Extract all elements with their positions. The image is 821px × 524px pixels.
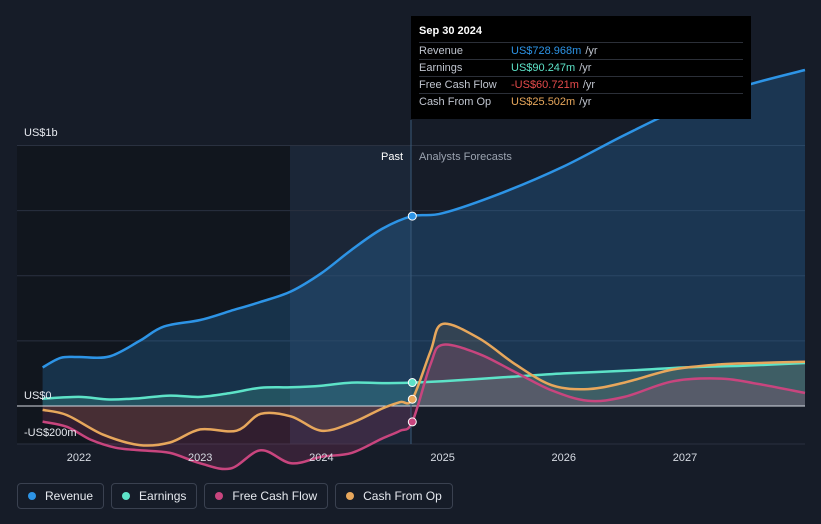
tooltip-date: Sep 30 2024: [419, 25, 482, 37]
y-axis-bottom-label: -US$200m: [24, 427, 77, 439]
tooltip-unit: /yr: [579, 62, 592, 74]
marker-earnings[interactable]: [407, 378, 417, 388]
legend: Revenue Earnings Free Cash Flow Cash Fro…: [17, 483, 453, 509]
series-line-revenue[interactable]: [41, 68, 806, 369]
past-highlight-band: [290, 145, 411, 444]
legend-dot-icon: [122, 492, 131, 500]
tooltip-value: US$728.968m: [511, 45, 582, 57]
past-label[interactable]: Past: [381, 151, 403, 163]
x-axis-ticks: 2022 2023 2024 2025 2026 2027: [67, 452, 697, 464]
legend-label: Revenue: [45, 489, 94, 503]
x-tick-label: 2025: [430, 452, 454, 464]
series-lines: [41, 68, 806, 471]
x-tick-label: 2022: [67, 452, 91, 464]
x-tick-label: 2027: [673, 452, 697, 464]
marker-revenue[interactable]: [407, 211, 417, 221]
legend-label: Free Cash Flow: [232, 489, 318, 503]
legend-item-free-cash-flow[interactable]: Free Cash Flow: [204, 483, 329, 509]
tooltip-value: US$25.502m: [511, 96, 576, 108]
series-area-2: [42, 344, 806, 470]
legend-label: Earnings: [139, 489, 187, 503]
legend-item-revenue[interactable]: Revenue: [17, 483, 105, 509]
legend-item-cash-from-op[interactable]: Cash From Op: [335, 483, 453, 509]
x-tick-label: 2024: [309, 452, 333, 464]
tooltip-unit: /yr: [582, 79, 596, 91]
series-area-0: [42, 70, 806, 406]
marker-cash-from-op[interactable]: [407, 394, 417, 404]
tooltip-row-earnings: Earnings US$90.247m /yr: [419, 59, 743, 76]
tooltip-label: Cash From Op: [419, 96, 492, 108]
tooltip-value: US$90.247m: [511, 62, 576, 74]
tooltip-unit: /yr: [579, 96, 592, 108]
legend-dot-icon: [346, 492, 355, 500]
tooltip-unit: /yr: [585, 45, 598, 57]
legend-dot-icon: [28, 492, 36, 500]
series-line-cash-from-op[interactable]: [42, 322, 806, 447]
series-markers: [407, 211, 417, 427]
series-line-earnings[interactable]: [42, 361, 806, 401]
tooltip-label: Revenue: [419, 45, 464, 57]
marker-free-cash-flow[interactable]: [407, 417, 417, 427]
tooltip-row-cash-from-op: Cash From Op US$25.502m /yr: [419, 93, 743, 110]
y-axis-zero-label: US$0: [24, 390, 52, 402]
analysts-forecasts-label[interactable]: Analysts Forecasts: [419, 151, 512, 163]
tooltip-row-revenue: Revenue US$728.968m /yr: [419, 42, 743, 59]
x-tick-label: 2026: [552, 452, 576, 464]
legend-dot-icon: [215, 492, 224, 500]
tooltip-label: Free Cash Flow: [419, 79, 497, 91]
tooltip-value: -US$60.721m: [511, 79, 579, 91]
tooltip-label: Earnings: [419, 62, 463, 74]
y-axis-top-label: US$1b: [24, 127, 58, 139]
x-tick-label: 2023: [188, 452, 212, 464]
tooltip: Sep 30 2024 Revenue US$728.968m /yr Earn…: [411, 16, 751, 119]
series-line-free-cash-flow[interactable]: [42, 343, 806, 471]
legend-label: Cash From Op: [363, 489, 442, 503]
legend-item-earnings[interactable]: Earnings: [111, 483, 198, 509]
tooltip-row-free-cash-flow: Free Cash Flow -US$60.721m /yr: [419, 76, 743, 93]
